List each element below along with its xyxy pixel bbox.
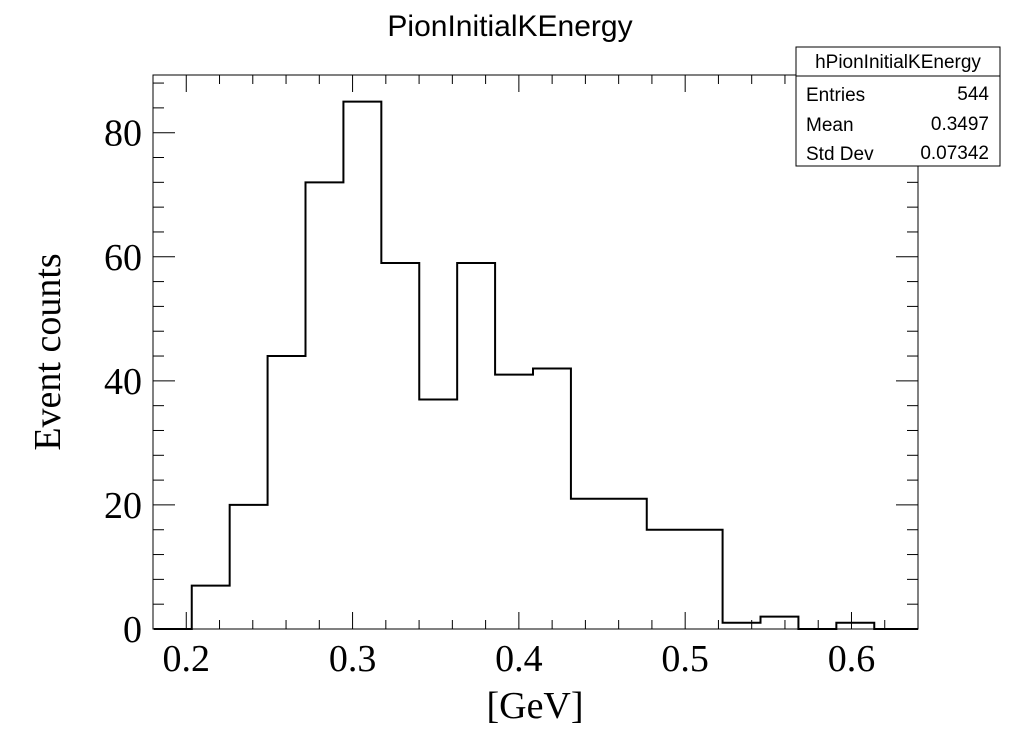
x-tick-label: 0.4 (495, 638, 543, 680)
stats-stddev-label: Std Dev (806, 144, 874, 165)
histogram-bin (723, 623, 761, 629)
histogram-bin (192, 586, 230, 629)
y-tick-label: 60 (104, 237, 142, 279)
histogram-bin (761, 617, 799, 629)
chart-title: PionInitialKEnergy (387, 10, 632, 43)
stats-entries-value: 544 (957, 84, 989, 105)
stats-mean-label: Mean (806, 115, 854, 136)
x-tick-label: 0.3 (329, 638, 377, 680)
x-axis-label: [GeV] (486, 685, 583, 727)
histogram-bin (647, 530, 685, 629)
histogram-bin (533, 368, 571, 629)
histogram-bin (306, 182, 344, 629)
x-tick-label: 0.5 (661, 638, 709, 680)
plot-frame (152, 74, 919, 630)
histogram-bin (609, 499, 647, 629)
histogram-bin (495, 375, 533, 629)
y-tick-label: 20 (104, 485, 142, 527)
histogram-bin (230, 505, 268, 629)
histogram-bin (381, 263, 419, 629)
y-tick-label: 80 (104, 113, 142, 155)
stats-stddev-value: 0.07342 (920, 143, 989, 164)
stats-mean-value: 0.3497 (931, 114, 989, 135)
stats-box-frame (795, 46, 1001, 167)
y-axis-label: Event counts (27, 253, 69, 450)
y-tick-label: 40 (104, 361, 142, 403)
stats-entries-label: Entries (806, 85, 865, 106)
histogram-bin (268, 356, 306, 629)
histogram-bin (571, 499, 609, 629)
histogram-bin (836, 623, 874, 629)
axis-tick-labels: 0.2 0.3 0.4 0.5 0.6 0 20 40 60 80 (104, 113, 875, 680)
axis-ticks (152, 75, 919, 630)
x-tick-label: 0.2 (163, 638, 211, 680)
histogram-bin (343, 102, 381, 629)
y-tick-label: 0 (123, 609, 142, 651)
stats-box: hPionInitialKEnergy Entries 544 Mean 0.3… (795, 46, 1001, 167)
histogram-bin (419, 399, 457, 629)
histogram-bins (192, 102, 875, 629)
stats-box-name: hPionInitialKEnergy (815, 52, 981, 73)
histogram-bin (685, 530, 723, 629)
histogram-bin (457, 263, 495, 629)
x-tick-label: 0.6 (828, 638, 876, 680)
histogram-outline (153, 100, 918, 630)
